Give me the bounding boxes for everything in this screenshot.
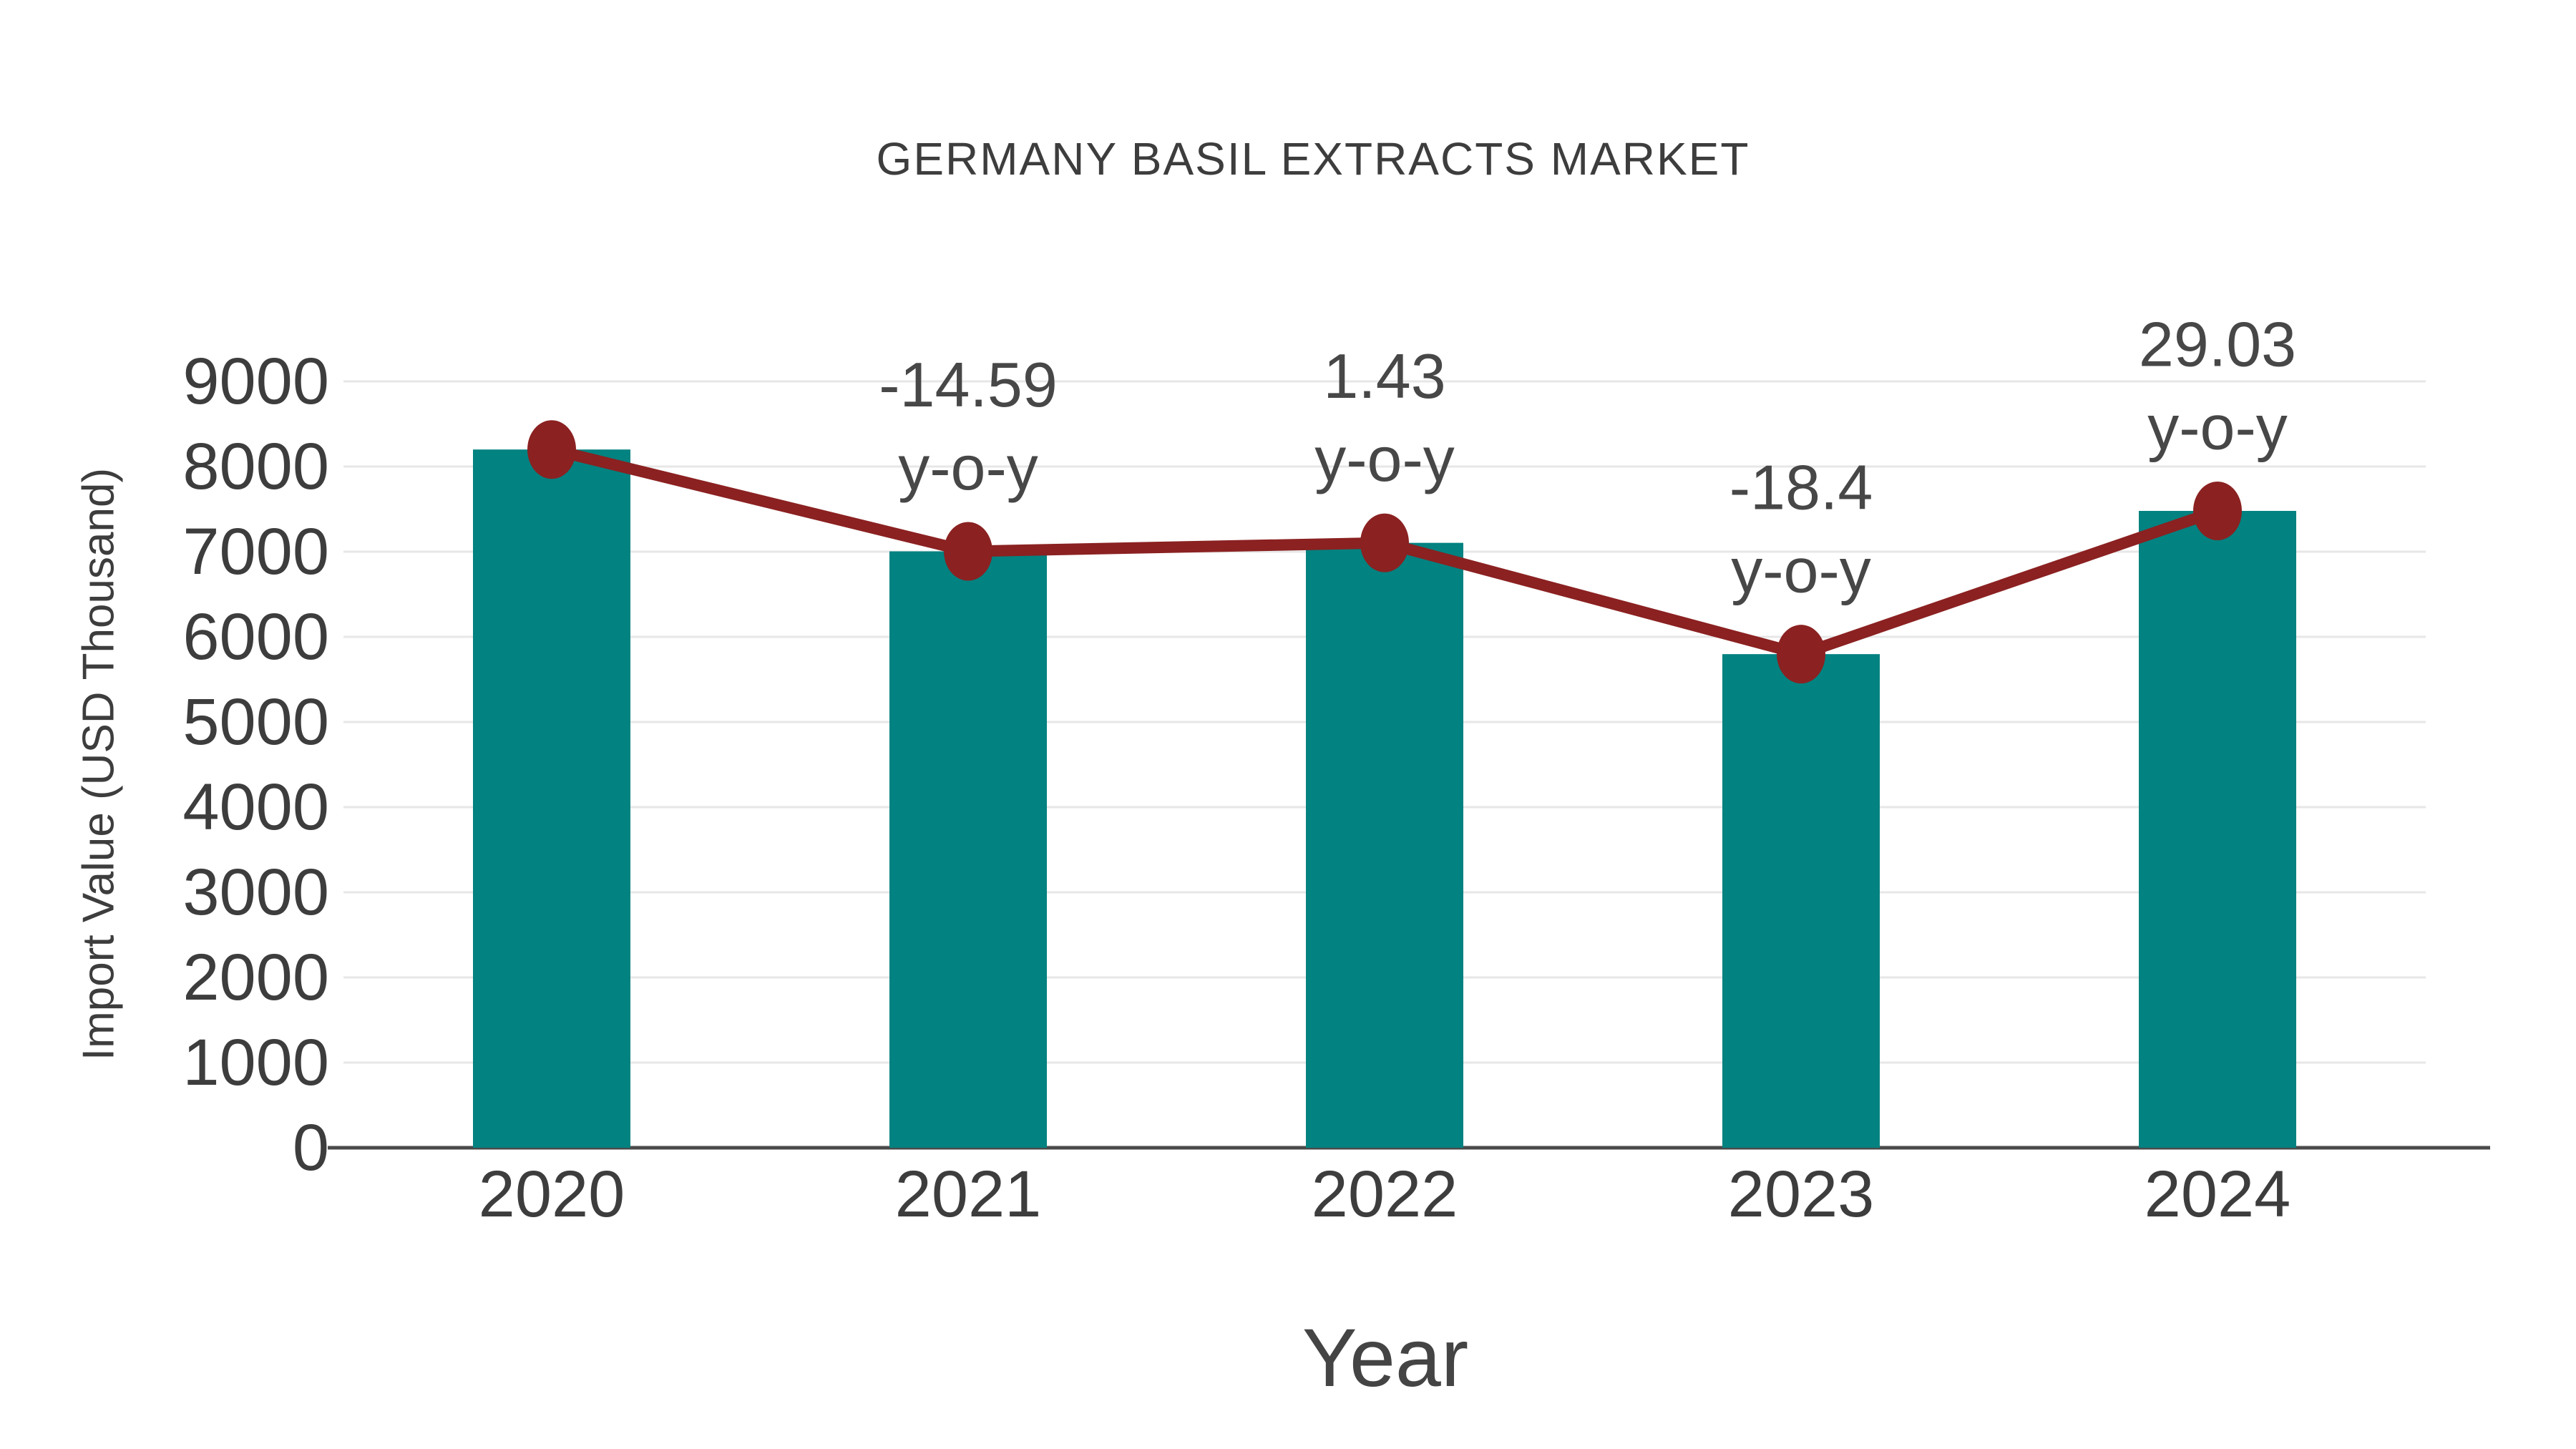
- y-tick-label-6000: 6000: [182, 600, 329, 673]
- y-tick-label-3000: 3000: [182, 856, 329, 929]
- y-tick-label-2000: 2000: [182, 941, 329, 1014]
- y-tick-label-1000: 1000: [182, 1026, 329, 1099]
- x-tick-label-2020: 2020: [479, 1158, 625, 1231]
- annotation-2021-label: y-o-y: [898, 432, 1038, 503]
- x-tick-label-2022: 2022: [1312, 1158, 1458, 1231]
- bar-2024: [2139, 510, 2296, 1148]
- x-tick-label-2024: 2024: [2145, 1158, 2291, 1231]
- annotation-2021-value: -14.59: [879, 349, 1058, 420]
- annotation-2024-label: y-o-y: [2147, 391, 2288, 462]
- chart-title: GERMANY BASIL EXTRACTS MARKET: [876, 133, 1750, 185]
- bar-2023: [1722, 654, 1880, 1148]
- y-tick-label-8000: 8000: [182, 430, 329, 503]
- marker-2024: [2193, 481, 2242, 540]
- bar-2021: [889, 551, 1047, 1148]
- y-tick-label-9000: 9000: [182, 345, 329, 418]
- annotation-2022-label: y-o-y: [1314, 424, 1455, 494]
- y-tick-label-0: 0: [293, 1111, 329, 1184]
- marker-2022: [1360, 513, 1409, 572]
- y-tick-label-4000: 4000: [182, 771, 329, 844]
- annotation-2023-label: y-o-y: [1731, 535, 1871, 606]
- marker-2021: [944, 522, 992, 581]
- bar-2020: [473, 449, 630, 1148]
- y-tick-label-7000: 7000: [182, 515, 329, 588]
- x-axis-title: Year: [1302, 1312, 1469, 1404]
- annotation-2023-value: -18.4: [1729, 452, 1873, 523]
- bar-2022: [1306, 542, 1463, 1148]
- y-tick-label-5000: 5000: [182, 686, 329, 758]
- marker-2020: [527, 420, 576, 479]
- marker-2023: [1777, 625, 1825, 684]
- x-tick-label-2021: 2021: [895, 1158, 1042, 1231]
- annotation-2022-value: 1.43: [1323, 341, 1445, 411]
- annotation-2024-value: 29.03: [2139, 308, 2296, 379]
- x-tick-label-2023: 2023: [1728, 1158, 1875, 1231]
